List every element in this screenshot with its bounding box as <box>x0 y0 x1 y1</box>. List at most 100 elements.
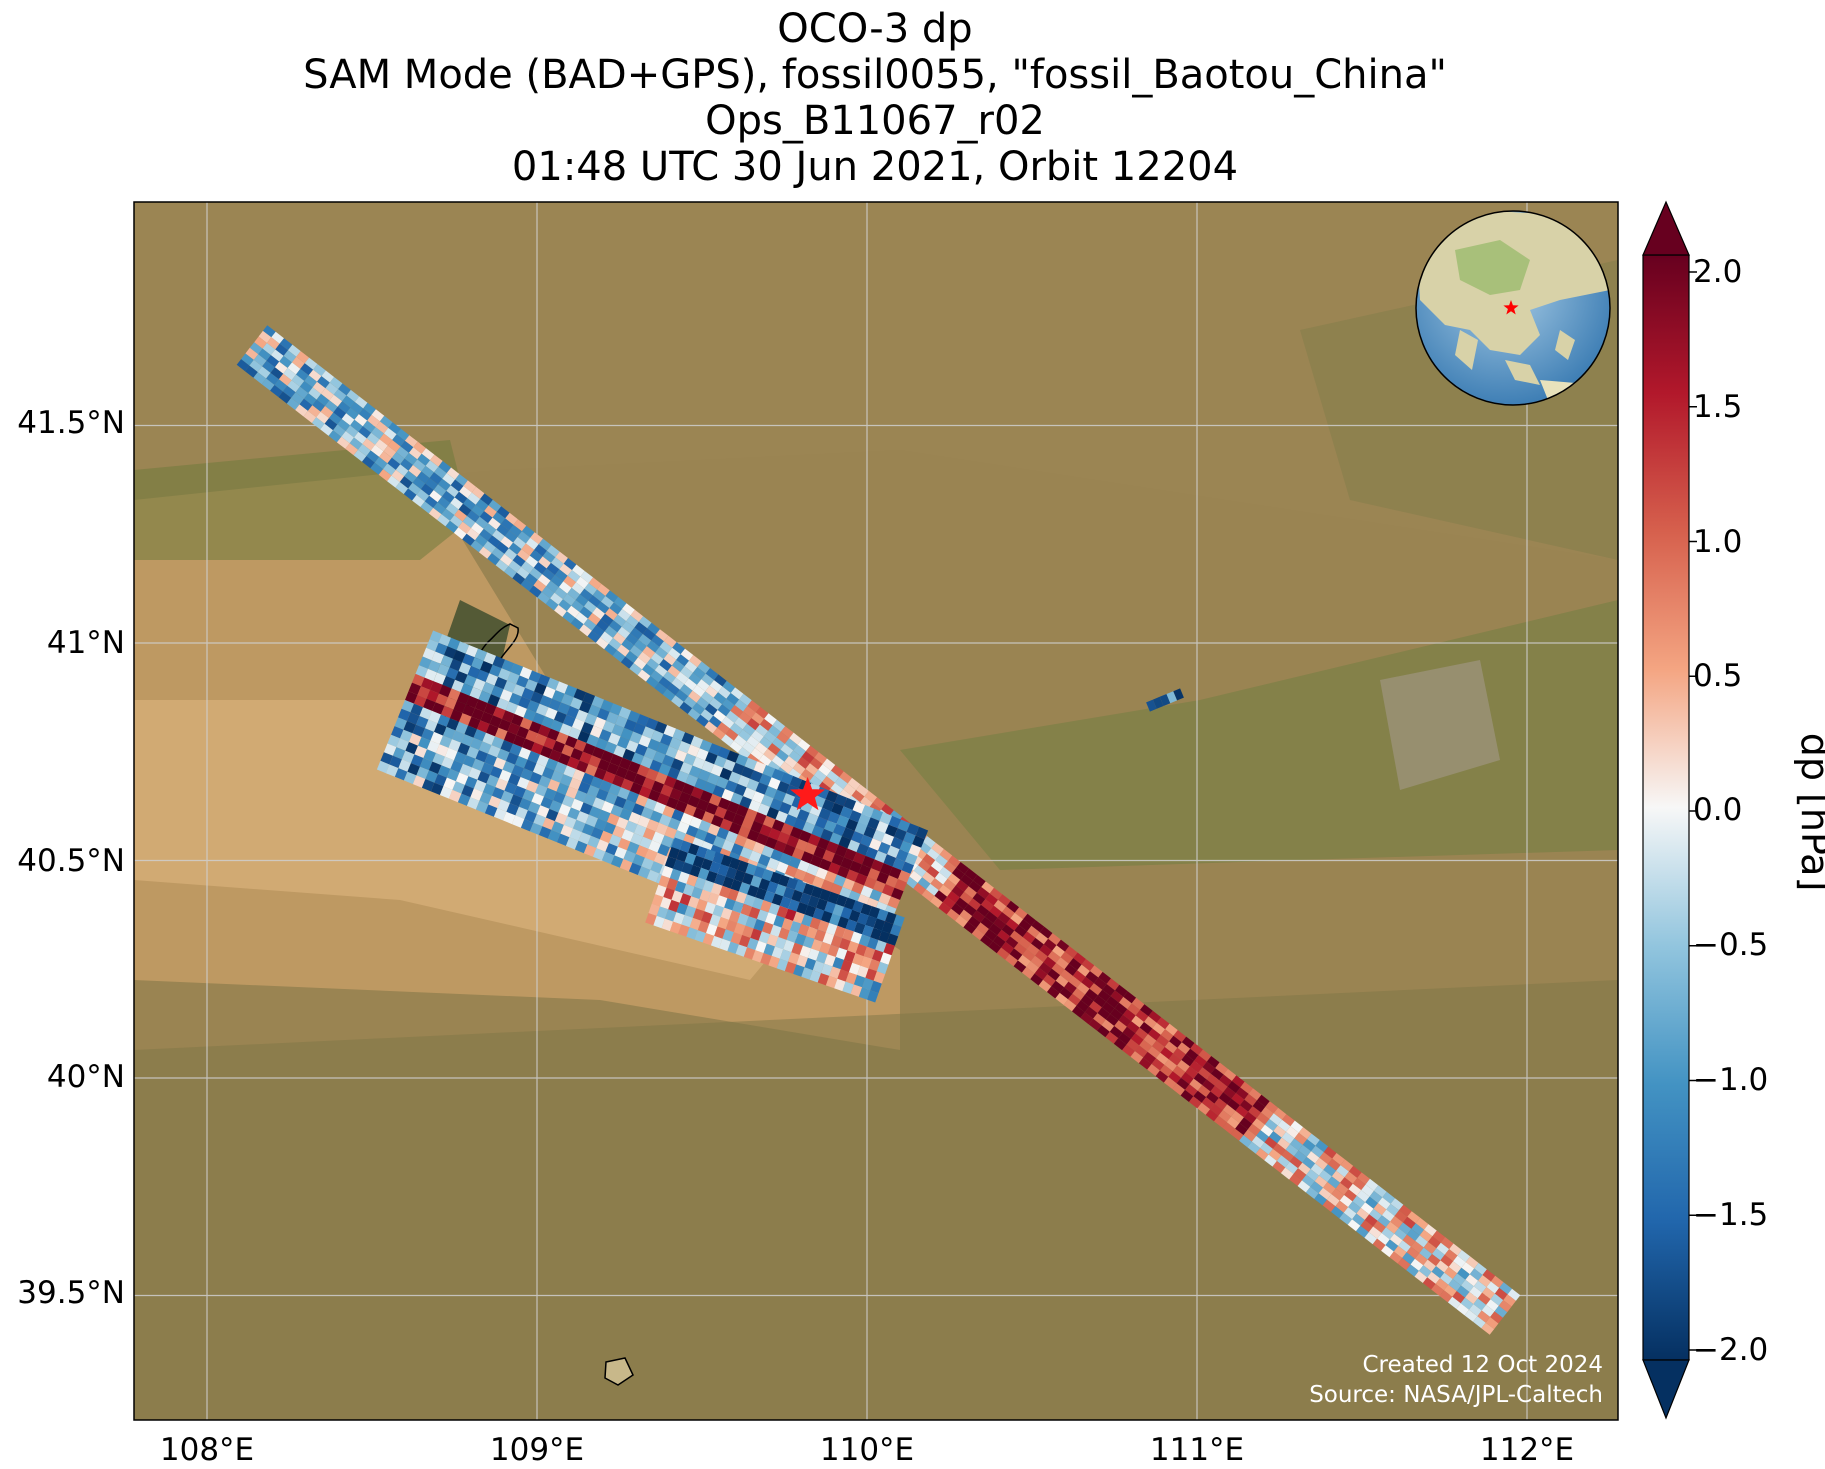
sounding-cell <box>564 685 578 698</box>
sounding-cell <box>755 742 768 755</box>
sounding-cell <box>767 857 780 871</box>
sounding-cell <box>599 729 612 742</box>
sounding-cell <box>1089 1001 1102 1014</box>
sounding-cell <box>765 836 778 850</box>
sounding-cell <box>691 886 703 899</box>
sounding-cell <box>1356 1225 1369 1238</box>
sounding-cell <box>779 949 792 962</box>
sounding-cell <box>475 534 488 547</box>
sounding-cell <box>491 736 504 749</box>
sounding-cell <box>366 432 380 445</box>
sounding-cell <box>938 884 952 897</box>
sounding-cell <box>719 938 731 952</box>
sounding-cell <box>712 851 725 865</box>
sounding-cell <box>1076 982 1090 995</box>
sounding-cell <box>487 535 501 548</box>
sounding-cell <box>457 692 470 705</box>
sounding-cell <box>430 731 443 745</box>
sounding-cell <box>608 638 622 651</box>
sounding-cell <box>746 778 760 792</box>
target-location-star-icon <box>790 776 826 811</box>
sounding-cell <box>1368 1226 1382 1239</box>
sounding-cell <box>1048 933 1061 946</box>
sounding-cell <box>374 456 388 470</box>
sounding-cell <box>763 943 775 956</box>
sounding-cell <box>1043 938 1057 951</box>
sounding-cell <box>775 937 787 950</box>
sounding-cell <box>1294 1132 1308 1145</box>
sounding-cell <box>1265 1101 1279 1114</box>
sounding-cell <box>673 779 686 792</box>
sounding-cell <box>1432 1248 1445 1261</box>
sounding-cell <box>515 756 528 769</box>
sounding-cell <box>371 427 384 440</box>
sounding-cell <box>511 713 524 727</box>
sounding-cell <box>684 660 698 673</box>
sounding-cell <box>704 832 717 845</box>
sounding-cell <box>1143 1051 1156 1064</box>
sounding-cell <box>1381 1209 1395 1222</box>
sounding-cell <box>484 753 497 767</box>
sounding-cell <box>721 788 734 802</box>
sounding-cell <box>1140 1004 1153 1017</box>
sounding-cell <box>648 903 660 916</box>
sounding-cell <box>442 473 456 486</box>
sounding-cell <box>1327 1176 1341 1189</box>
sounding-cell <box>403 488 417 501</box>
sounding-cell <box>1465 1256 1479 1269</box>
sounding-cell <box>1302 1157 1316 1170</box>
sounding-cell <box>307 405 321 418</box>
sounding-cell <box>438 461 452 474</box>
sounding-cell <box>1123 991 1137 1004</box>
sounding-cell <box>706 870 718 883</box>
sounding-cell <box>1093 977 1107 990</box>
sounding-cell <box>519 666 533 680</box>
sounding-cell <box>483 652 497 665</box>
sounding-cell <box>921 889 935 902</box>
sounding-cell <box>759 718 773 731</box>
sounding-cell <box>1414 1270 1428 1283</box>
sounding-cell <box>737 747 751 760</box>
sounding-cell <box>1109 1026 1123 1039</box>
sounding-cell <box>658 875 670 888</box>
sounding-cell <box>568 727 581 740</box>
sounding-cell <box>722 698 735 711</box>
sounding-cell <box>782 793 796 806</box>
sounding-cell <box>1389 1233 1403 1246</box>
sounding-cell <box>768 955 780 969</box>
sounding-cell <box>692 908 705 921</box>
sounding-cell <box>860 885 873 898</box>
sounding-cell <box>1315 1157 1328 1170</box>
sounding-cell <box>1014 907 1028 920</box>
sounding-cell <box>832 904 844 917</box>
sounding-cell <box>758 931 771 944</box>
sounding-cell <box>622 603 635 616</box>
sounding-cell <box>1439 1290 1453 1303</box>
sounding-cell <box>959 891 973 904</box>
sounding-cell <box>1398 1222 1412 1235</box>
sounding-cell <box>827 891 840 905</box>
sounding-cell <box>878 842 891 855</box>
sounding-cell <box>851 831 864 844</box>
sounding-cell <box>661 865 674 879</box>
sounding-cell <box>1055 975 1069 988</box>
sounding-cell <box>951 867 965 880</box>
sounding-cell <box>780 772 794 785</box>
sounding-cell <box>583 600 597 613</box>
sounding-cell <box>838 836 851 849</box>
sounding-cell <box>766 934 779 947</box>
sounding-cell <box>483 541 496 554</box>
sounding-cell <box>637 764 650 778</box>
sounding-cell <box>1256 1130 1269 1143</box>
sounding-cell <box>662 805 675 818</box>
sounding-cell <box>392 747 406 760</box>
sounding-cell <box>805 745 819 758</box>
sounding-cell <box>687 896 700 909</box>
sounding-cell <box>1235 1105 1249 1118</box>
sounding-cell <box>655 629 669 642</box>
sounding-cell <box>809 757 823 770</box>
sounding-cell <box>1344 1189 1357 1202</box>
sounding-cell <box>457 742 470 756</box>
sounding-cell <box>743 705 756 719</box>
sounding-cell <box>1235 1123 1248 1136</box>
